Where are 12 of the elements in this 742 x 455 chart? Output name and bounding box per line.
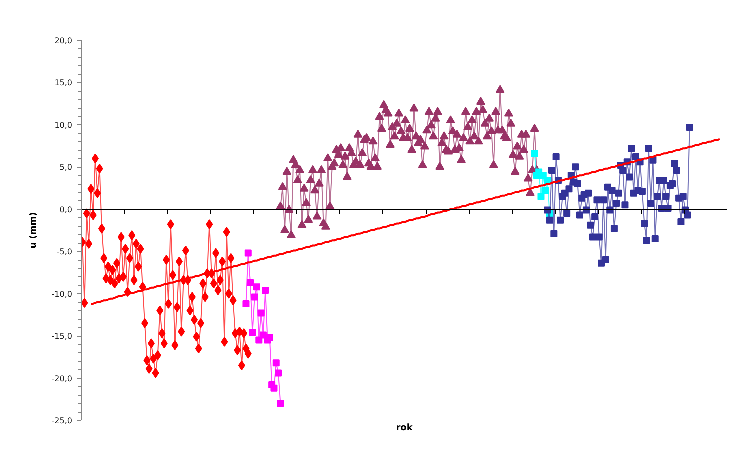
y-axis-title: u (mm) [28,212,39,249]
y-tick-label: 0,0 [60,205,73,214]
y-tick-label: -10,0 [52,290,73,299]
y-tick-label: -5,0 [56,248,72,257]
y-tick-label: 15,0 [54,78,72,88]
x-axis-title: rok [396,424,414,434]
y-tick-label: 10,0 [54,120,72,130]
y-tick-label: 20,0 [54,36,72,46]
y-tick-label: 5,0 [60,163,73,172]
y-tick-label: -20,0 [52,374,73,384]
y-tick-label: -15,0 [52,332,73,342]
y-tick-label: -25,0 [52,416,73,426]
